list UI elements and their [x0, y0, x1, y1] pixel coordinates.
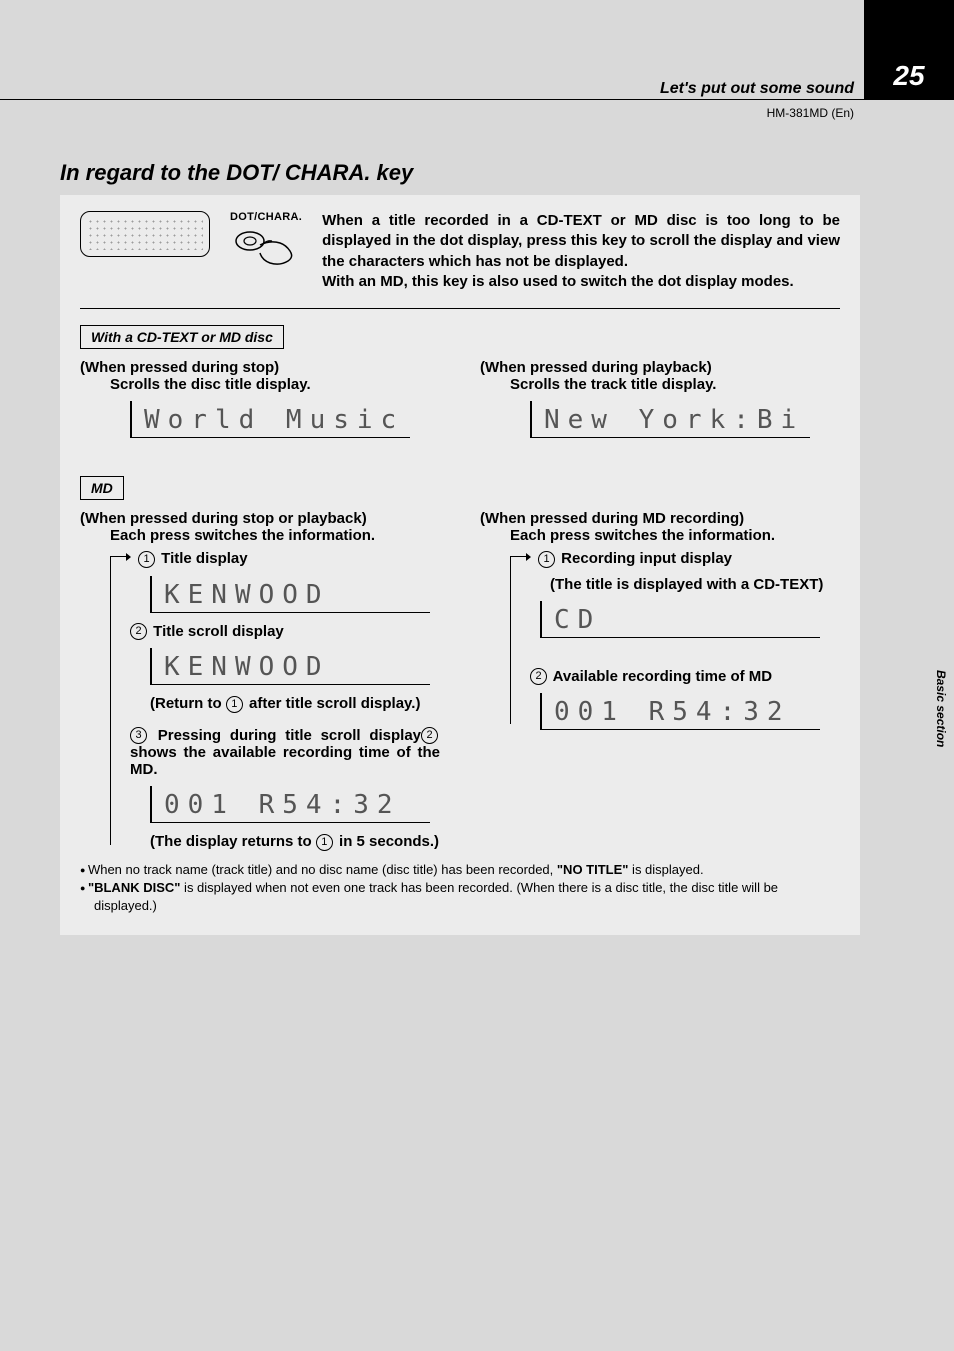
lcd-display: 001 R54:32 — [540, 693, 820, 730]
circled-1: 1 — [226, 696, 243, 713]
intro-text: When a title recorded in a CD-TEXT or MD… — [322, 211, 840, 292]
cdtext-left: (When pressed during stop) Scrolls the d… — [80, 359, 440, 448]
md-pill: MD — [80, 476, 124, 500]
md-left-return: (Return to 1 after title scroll display.… — [150, 695, 440, 713]
cdtext-right: (When pressed during playback) Scrolls t… — [480, 359, 840, 448]
cdtext-columns: (When pressed during stop) Scrolls the d… — [80, 359, 840, 448]
lcd-display: CD — [540, 601, 820, 638]
circled-1: 1 — [538, 551, 555, 568]
running-header: Let's put out some sound — [660, 80, 864, 98]
header-rule — [0, 99, 864, 100]
intro-row: DOT/CHARA. When a title recorded in a CD… — [80, 205, 840, 292]
lcd-display: KENWOOD — [150, 576, 430, 613]
md-right-desc: Each press switches the information. — [510, 527, 840, 544]
note-2: "BLANK DISC" is displayed when not even … — [80, 879, 840, 915]
circled-2: 2 — [130, 623, 147, 640]
lcd-display: 001 R54:32 — [150, 786, 430, 823]
page-number-tab: 25 — [864, 0, 954, 100]
content-panel: DOT/CHARA. When a title recorded in a CD… — [60, 195, 860, 935]
key-illustration: DOT/CHARA. — [230, 211, 302, 267]
md-left-cond: (When pressed during stop or playback) — [80, 510, 440, 527]
md-left-desc: Each press switches the information. — [110, 527, 440, 544]
md-right-item2: 2 Available recording time of MD — [530, 668, 840, 686]
key-label: DOT/CHARA. — [230, 211, 302, 223]
cdtext-pill: With a CD-TEXT or MD disc — [80, 325, 284, 349]
md-right-item1: 1 Recording input display — [530, 550, 840, 568]
cdtext-right-desc: Scrolls the track title display. — [510, 376, 840, 393]
cdtext-left-desc: Scrolls the disc title display. — [110, 376, 440, 393]
circled-2: 2 — [421, 727, 438, 744]
md-left: (When pressed during stop or playback) E… — [80, 510, 440, 851]
lcd-display: World Music — [130, 401, 410, 438]
md-left-item3: 3 Pressing during title scroll display2 … — [130, 727, 440, 779]
circled-1: 1 — [316, 834, 333, 851]
section-title: In regard to the DOT/ CHARA. key — [60, 160, 413, 186]
circled-1: 1 — [138, 551, 155, 568]
md-right-cond: (When pressed during MD recording) — [480, 510, 840, 527]
note-1: When no track name (track title) and no … — [80, 861, 840, 879]
page-number: 25 — [893, 60, 924, 92]
intro-p1: When a title recorded in a CD-TEXT or MD… — [322, 211, 840, 272]
md-right-item1b: (The title is displayed with a CD-TEXT) — [550, 576, 840, 593]
circled-3: 3 — [130, 727, 147, 744]
bottom-notes: When no track name (track title) and no … — [80, 861, 840, 916]
lcd-display: KENWOOD — [150, 648, 430, 685]
hand-press-icon — [230, 227, 302, 267]
md-left-item2: 2 Title scroll display — [130, 623, 440, 641]
circled-2: 2 — [530, 668, 547, 685]
remote-illustration — [80, 211, 210, 257]
side-tab-label: Basic section — [934, 670, 948, 747]
md-columns: (When pressed during stop or playback) E… — [80, 510, 840, 851]
md-left-item1: 1 Title display — [130, 550, 440, 568]
lcd-display: New York:Bi — [530, 401, 810, 438]
md-right: (When pressed during MD recording) Each … — [480, 510, 840, 851]
md-left-return5: (The display returns to 1 in 5 seconds.) — [150, 833, 440, 851]
divider — [80, 308, 840, 309]
intro-p2: With an MD, this key is also used to swi… — [322, 272, 840, 292]
cdtext-right-cond: (When pressed during playback) — [480, 359, 840, 376]
model-code: HM-381MD (En) — [767, 106, 854, 120]
cdtext-left-cond: (When pressed during stop) — [80, 359, 440, 376]
